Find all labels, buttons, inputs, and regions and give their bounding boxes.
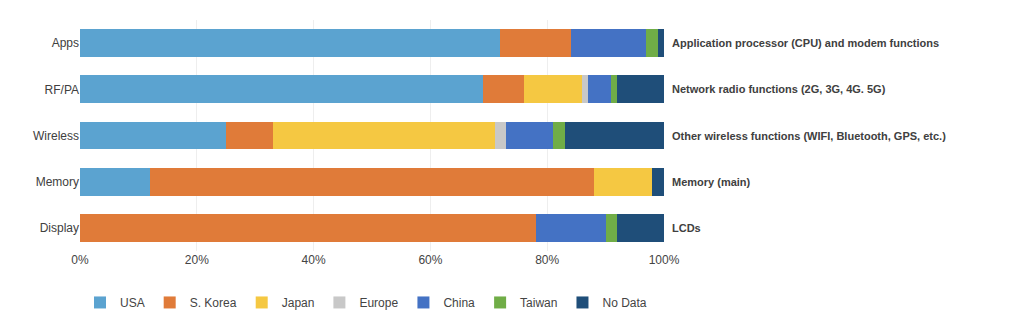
svg-text:Japan: Japan [282, 296, 315, 310]
svg-text:S. Korea: S. Korea [190, 296, 237, 310]
svg-text:RF/PA: RF/PA [45, 83, 79, 97]
svg-text:80%: 80% [535, 253, 559, 267]
svg-text:Wireless: Wireless [33, 129, 79, 143]
svg-text:Other wireless functions (WIFI: Other wireless functions (WIFI, Bluetoot… [672, 130, 946, 142]
svg-text:40%: 40% [302, 253, 326, 267]
svg-text:Application processor (CPU) an: Application processor (CPU) and modem fu… [672, 37, 939, 49]
svg-text:Display: Display [40, 221, 79, 235]
svg-text:Network radio functions (2G, 3: Network radio functions (2G, 3G, 4G. 5G) [672, 83, 886, 95]
svg-text:China: China [443, 296, 475, 310]
svg-text:Apps: Apps [52, 36, 79, 50]
svg-text:LCDs: LCDs [672, 222, 701, 234]
svg-text:Memory: Memory [36, 175, 79, 189]
svg-text:USA: USA [120, 296, 145, 310]
svg-text:No Data: No Data [602, 296, 646, 310]
svg-text:0%: 0% [71, 253, 89, 267]
svg-text:60%: 60% [418, 253, 442, 267]
svg-text:Taiwan: Taiwan [520, 296, 557, 310]
svg-text:Europe: Europe [359, 296, 398, 310]
svg-text:100%: 100% [649, 253, 680, 267]
svg-text:20%: 20% [185, 253, 209, 267]
svg-text:Memory (main): Memory (main) [672, 176, 751, 188]
